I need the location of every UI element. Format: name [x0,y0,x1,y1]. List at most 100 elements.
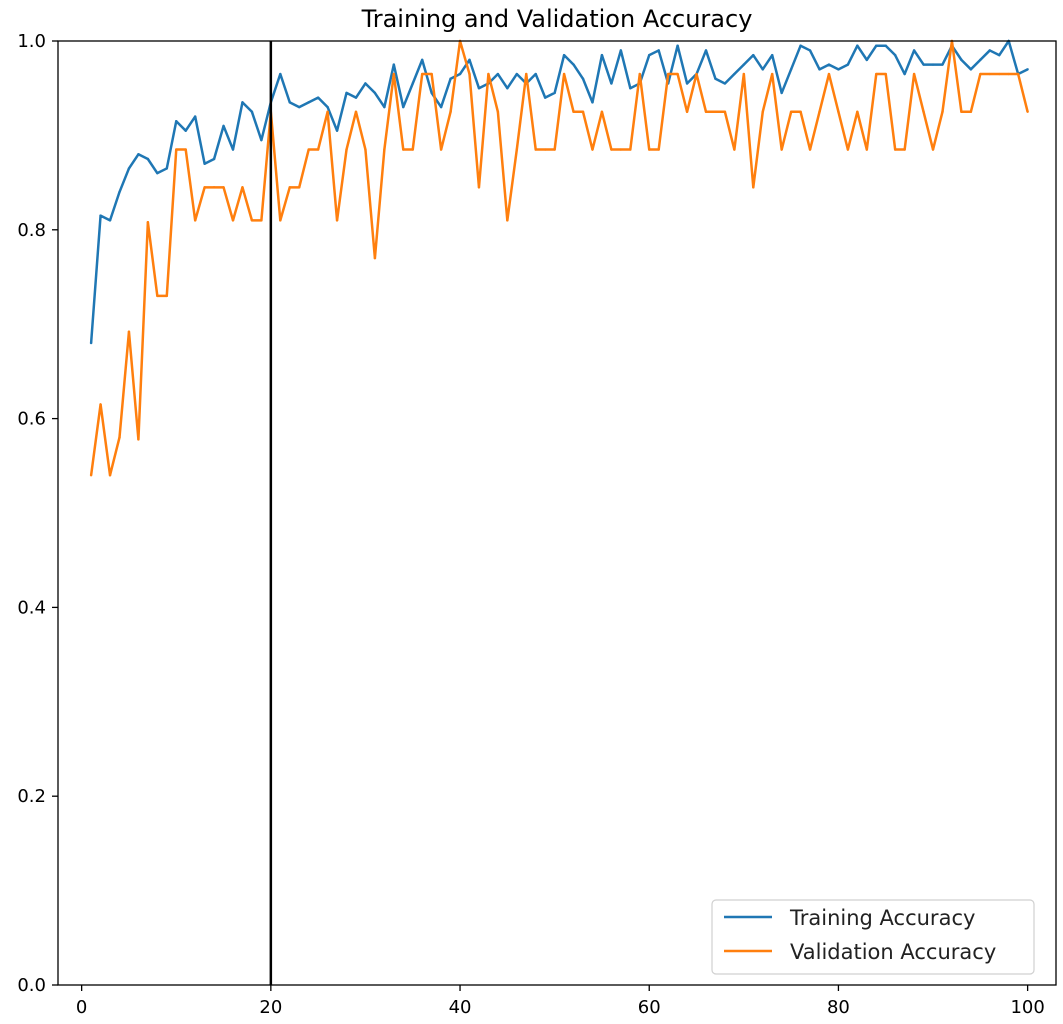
x-tick-label: 100 [1010,997,1044,1018]
x-tick-label: 0 [76,997,87,1018]
data-point [260,138,263,142]
data-point [761,110,764,114]
data-point [335,219,339,222]
y-tick-label: 0.4 [17,597,46,618]
data-point [146,221,150,224]
data-point [373,256,377,260]
data-point [477,87,481,90]
data-point [458,72,462,76]
plot-area-frame [57,40,1057,986]
data-point [789,68,793,71]
data-point [969,68,973,71]
data-point [146,157,150,161]
data-point [610,82,613,85]
data-point [676,44,679,47]
data-point [818,110,821,114]
data-point [780,148,783,151]
data-point [742,63,746,66]
data-point [893,53,897,57]
data-point [89,474,93,477]
x-tick-label: 40 [449,997,472,1018]
data-point [241,186,244,189]
x-tick-label: 20 [259,997,282,1018]
data-point [373,91,377,95]
data-point [638,72,641,76]
data-point [865,58,869,62]
data-point [118,436,121,439]
data-point [335,129,339,132]
data-point [421,58,424,62]
data-point [752,53,755,57]
data-point [543,148,547,151]
data-point [449,77,452,80]
data-point [421,72,424,76]
data-point [392,63,396,66]
data-point [193,115,197,118]
data-point [581,110,585,114]
data-point [430,72,433,76]
data-point [922,110,925,114]
data-point [960,110,963,114]
data-point [591,148,594,151]
x-tick-label: 80 [827,997,850,1018]
data-point [118,190,121,194]
data-point [572,63,575,66]
data-point [525,72,528,76]
data-point [733,148,736,151]
data-point [364,82,367,85]
data-point [402,148,405,151]
data-point [884,72,887,76]
data-point [988,72,991,76]
data-point [279,219,282,222]
axis-layer: 0 20 40 60 80 100 0.0 0.2 0.4 0.6 0.8 1.0 [17,31,1044,1018]
data-point [468,58,471,62]
data-point [648,53,651,57]
data-point [203,186,206,189]
data-point [156,294,159,298]
data-point [988,49,991,52]
data-point [345,91,348,95]
data-point [553,148,556,151]
data-point [326,105,329,109]
data-point [771,72,774,76]
series-points-training [89,39,1029,345]
data-point [449,110,452,114]
data-point [193,219,197,222]
data-point [108,219,112,222]
data-point [648,148,651,151]
data-point [979,72,982,76]
data-point [99,403,102,406]
data-point [875,72,878,76]
data-point [1016,72,1020,76]
data-point [534,148,537,151]
data-point [345,148,348,151]
data-point [846,148,850,151]
data-point [837,110,840,114]
data-point [411,82,414,85]
series-layer [89,39,1029,477]
data-point [960,58,963,62]
data-point [99,214,102,217]
series-points-validation [89,39,1029,477]
data-point [856,44,859,47]
data-point [411,148,414,151]
data-point [799,44,802,47]
data-point [89,341,93,345]
data-point [941,63,944,66]
data-point [175,148,178,151]
data-point [439,148,443,151]
data-point [127,330,131,333]
data-point [477,186,481,189]
data-point [553,91,556,95]
data-point [837,68,840,71]
data-point [1007,72,1010,76]
data-point [496,72,500,76]
data-point [657,148,660,151]
legend: Training Accuracy Validation Accuracy [711,899,1035,975]
y-tick-label: 0.6 [17,409,46,430]
data-point [846,63,850,66]
chart-title: Training and Validation Accuracy [361,5,753,33]
data-point [827,63,831,66]
legend-box [711,899,1035,975]
